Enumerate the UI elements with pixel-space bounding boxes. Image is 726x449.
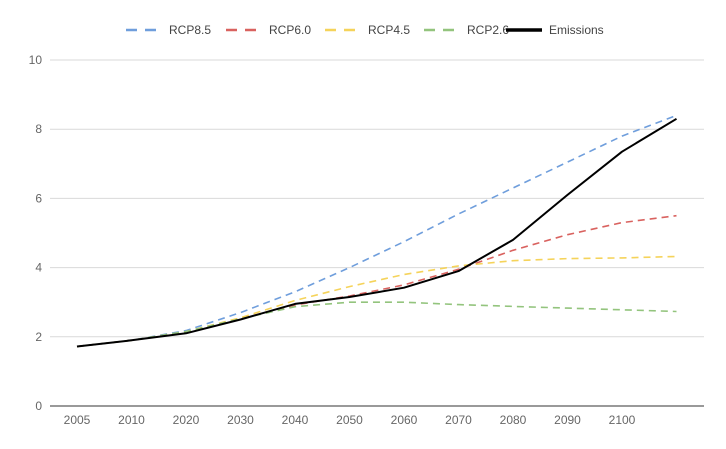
x-tick-label: 2030	[227, 413, 254, 427]
y-tick-label: 2	[35, 330, 42, 344]
series-line-rcp2-6	[76, 301, 677, 348]
series-line-rcp6-0	[76, 214, 677, 348]
x-tick-label: 2060	[391, 413, 418, 427]
x-tick-label: 2080	[500, 413, 527, 427]
legend-label: RCP4.5	[368, 23, 410, 37]
y-tick-label: 10	[29, 53, 43, 67]
x-tick-label: 2050	[336, 413, 363, 427]
series-line-emissions	[76, 117, 678, 348]
x-tick-label: 2100	[609, 413, 636, 427]
y-axis-ticks: 0 2 4 6 8 10	[29, 53, 43, 413]
series-lines	[76, 114, 678, 348]
x-tick-label: 2010	[118, 413, 145, 427]
x-tick-label: 2070	[445, 413, 472, 427]
x-tick-label: 2040	[282, 413, 309, 427]
legend-label: Emissions	[549, 23, 604, 37]
x-tick-label: 2090	[554, 413, 581, 427]
legend-label: RCP2.6	[467, 23, 509, 37]
x-tick-label: 2005	[64, 413, 91, 427]
y-tick-label: 6	[35, 191, 42, 205]
y-tick-label: 8	[35, 122, 42, 136]
legend: RCP8.5 RCP6.0 RCP4.5 RCP2.6 Emissions	[126, 23, 604, 37]
legend-label: RCP6.0	[269, 23, 311, 37]
gridlines	[50, 59, 704, 407]
x-tick-label: 2020	[173, 413, 200, 427]
y-tick-label: 0	[35, 399, 42, 413]
legend-label: RCP8.5	[169, 23, 211, 37]
y-tick-label: 4	[35, 261, 42, 275]
x-axis-ticks: 2005 2010 2020 2030 2040 2050 2060 2070 2080 2090…	[64, 413, 636, 427]
series-line-rcp8-5	[76, 114, 677, 348]
